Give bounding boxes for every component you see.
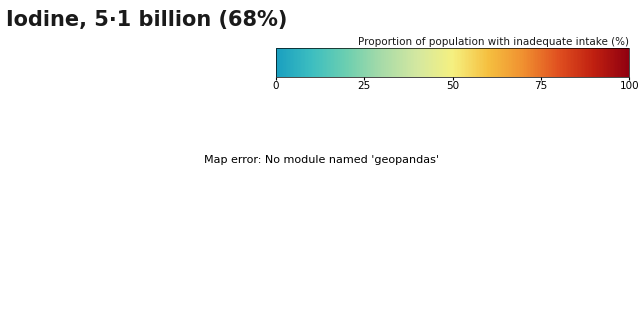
- Text: Map error: No module named 'geopandas': Map error: No module named 'geopandas': [204, 155, 438, 165]
- Text: Iodine, 5·1 billion (68%): Iodine, 5·1 billion (68%): [6, 10, 288, 30]
- Text: Proportion of population with inadequate intake (%): Proportion of population with inadequate…: [358, 37, 629, 47]
